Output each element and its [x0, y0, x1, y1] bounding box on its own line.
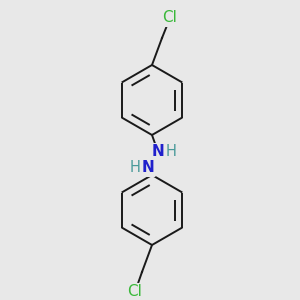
Text: H: H	[130, 160, 140, 175]
Text: N: N	[152, 145, 164, 160]
Text: Cl: Cl	[163, 11, 177, 26]
Text: Cl: Cl	[128, 284, 142, 299]
Text: H: H	[166, 145, 176, 160]
Text: N: N	[142, 160, 154, 175]
